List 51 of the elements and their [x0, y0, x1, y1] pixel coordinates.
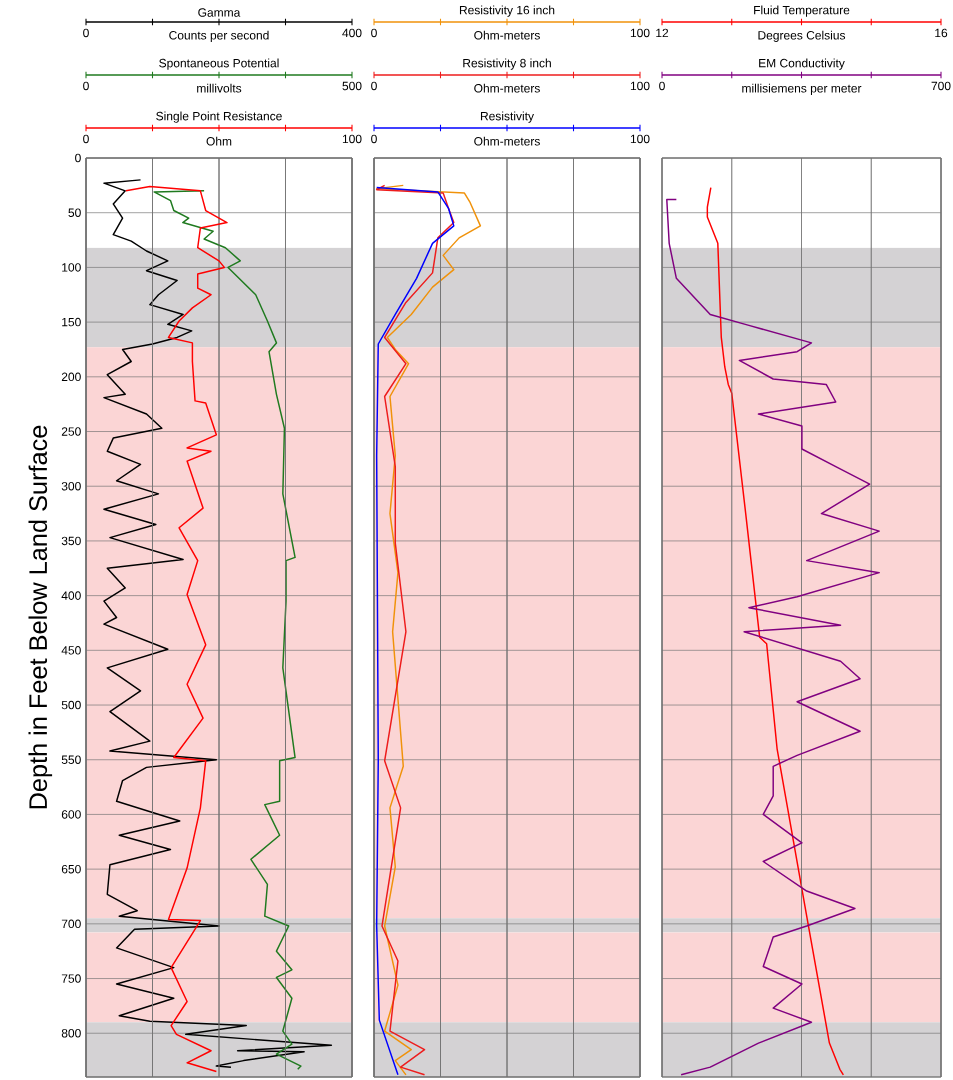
x-axis-title: millivolts	[197, 83, 242, 93]
x-tick-label: 100	[630, 134, 650, 144]
x-tick-label: 0	[83, 28, 89, 38]
y-tick-label: 700	[61, 919, 81, 929]
x-tick-label: 0	[659, 81, 665, 91]
y-tick-label: 100	[62, 263, 81, 272]
text: Spontaneous Potential	[159, 58, 279, 70]
y-tick-label: 450	[61, 646, 81, 655]
y-tick-label: 300	[61, 481, 81, 491]
x-tick-label: 0	[83, 134, 89, 144]
x-axis-title: Degrees Celsius	[758, 30, 846, 42]
x-tick-label: 500	[342, 81, 362, 91]
y-tick-label: 500	[61, 700, 81, 710]
x-tick-label: 12	[656, 28, 669, 38]
y-tick-label: 800	[61, 1028, 81, 1038]
y-tick-label: 600	[61, 810, 81, 819]
x-axis-title: Ohm-meters	[474, 136, 540, 146]
text: Gamma	[198, 8, 241, 17]
x-tick-label: 0	[371, 134, 377, 144]
x-tick-label: 100	[630, 28, 650, 38]
text: Resistivity 8 inch	[463, 58, 551, 70]
y-tick-label: 150	[62, 317, 81, 327]
text: Fluid Temperature	[754, 5, 850, 17]
x-tick-label: 0	[371, 81, 377, 91]
x-tick-label: 400	[342, 28, 362, 38]
x-axis-title: Ohm-meters	[474, 30, 540, 40]
x-tick-label: 16	[935, 28, 948, 38]
y-tick-label: 550	[61, 755, 81, 764]
y-tick-label: 200	[61, 372, 81, 382]
line-series	[103, 179, 333, 1068]
x-tick-label: 700	[931, 81, 951, 91]
x-tick-label: 100	[342, 134, 362, 144]
y-tick-label: 400	[61, 591, 81, 600]
text: EM Conductivity	[759, 58, 845, 70]
text: Single Point Resistance	[156, 111, 282, 123]
y-tick-label: 350	[61, 536, 81, 546]
x-axis-title: Ohm-meters	[474, 83, 540, 93]
x-axis-title: millisiemens per meter	[742, 83, 862, 95]
y-tick-label: 250	[61, 427, 81, 436]
y-tick-label: 50	[68, 208, 81, 217]
y-tick-label: 750	[61, 974, 81, 983]
y-axis-title: Depth in Feet Below Land Surface	[28, 425, 53, 809]
text: Resistivity	[480, 111, 534, 123]
text: Resistivity 16 inch	[459, 5, 555, 17]
y-tick-label: 650	[61, 864, 81, 874]
x-tick-label: 100	[630, 81, 650, 91]
x-axis-title: Counts per second	[169, 30, 269, 42]
y-tick-label: 0	[75, 153, 81, 163]
x-tick-label: 0	[83, 81, 89, 91]
x-tick-label: 0	[371, 28, 377, 38]
x-axis-title: Ohm	[206, 136, 232, 146]
